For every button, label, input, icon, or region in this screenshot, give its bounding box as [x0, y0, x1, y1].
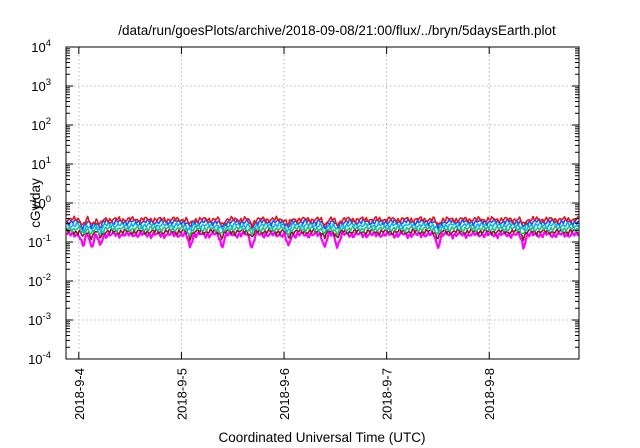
y-axis-title: cGy/day: [28, 178, 43, 228]
x-tick-label: 2018-9-7: [380, 368, 395, 420]
y-tick-label: 10-3: [28, 311, 51, 328]
y-axis: 10-4 10-3 10-2 10-1 100 101 102 103 104: [28, 38, 579, 367]
grid: [66, 47, 579, 359]
y-tick-label: 103: [31, 77, 51, 94]
y-tick-label: 100: [31, 194, 51, 211]
x-tick-label: 2018-9-4: [72, 368, 87, 420]
series-line: [66, 215, 579, 229]
x-tick-label: 2018-9-6: [277, 368, 292, 420]
y-tick-label: 102: [31, 116, 51, 133]
chart-title: /data/run/goesPlots/archive/2018-09-08/2…: [118, 23, 556, 38]
series-line: [66, 227, 579, 242]
y-tick-label: 10-4: [28, 350, 51, 367]
x-axis-title: Coordinated Universal Time (UTC): [218, 430, 425, 445]
x-tick-label: 2018-9-5: [174, 368, 189, 420]
series-line: [66, 221, 579, 233]
y-tick-label: 10-1: [28, 233, 51, 250]
y-tick-label: 101: [31, 155, 51, 172]
x-axis: 2018-9-4 2018-9-5 2018-9-6 2018-9-7 2018-9-8: [72, 47, 497, 420]
series-line: [66, 230, 580, 250]
series-layer: [66, 215, 580, 250]
y-tick-label: 10-2: [28, 272, 51, 289]
y-tick-label: 104: [31, 38, 51, 55]
x-tick-label: 2018-9-8: [482, 368, 497, 420]
series-line: [66, 224, 579, 237]
